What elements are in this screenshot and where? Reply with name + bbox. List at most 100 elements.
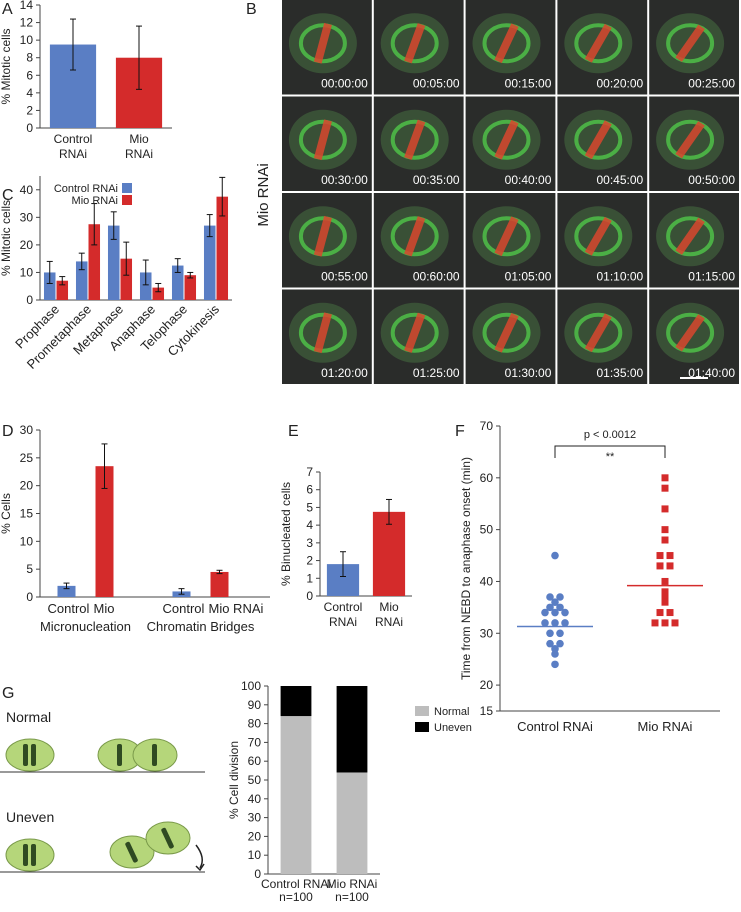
bar-label: Control	[48, 601, 90, 616]
category-note: n=100	[335, 890, 369, 904]
y-tick-label: 60	[248, 754, 262, 768]
x-tick-label: Control RNAi	[54, 132, 93, 161]
point	[656, 562, 664, 570]
spindle	[574, 312, 623, 353]
timestamp: 01:40:00	[688, 366, 735, 380]
point	[661, 474, 669, 482]
y-tick-label: 1	[306, 571, 313, 585]
spindle	[298, 119, 347, 160]
error-bar	[63, 582, 70, 590]
chromosomes	[313, 22, 332, 64]
chromosomes	[404, 23, 426, 64]
point	[546, 639, 554, 648]
point	[656, 609, 664, 617]
error-bar	[155, 282, 162, 293]
x-tick-label: Mio RNAi	[327, 877, 378, 891]
chromosomes	[313, 312, 332, 354]
y-tick-label: 10	[248, 848, 262, 862]
spindle	[390, 216, 439, 257]
chromosomes	[313, 215, 332, 257]
point	[661, 536, 669, 544]
panel-label: F	[455, 423, 465, 440]
point	[551, 551, 559, 560]
x-tick-label: Mio RNAi	[375, 600, 403, 629]
chromosomes	[494, 119, 519, 160]
micrograph: 00:20:00	[557, 0, 648, 95]
micrograph: 01:20:00	[282, 289, 372, 384]
timestamp: 00:05:00	[413, 77, 460, 91]
point	[551, 608, 559, 617]
error-bar	[136, 25, 142, 90]
micrograph: 01:35:00	[557, 289, 648, 384]
x-tick-label: Chromatin Bridges	[147, 619, 255, 634]
timestamp: 00:55:00	[321, 270, 368, 284]
timestamp: 00:15:00	[505, 77, 552, 91]
chromosomes	[494, 23, 519, 64]
chromosomes	[584, 23, 612, 63]
y-tick-label: 40	[248, 792, 262, 806]
legend-label: Uneven	[434, 722, 472, 734]
legend-swatch	[415, 706, 429, 716]
bar-label: Mio RNAi	[209, 601, 264, 616]
spindle	[666, 119, 715, 160]
y-tick-label: 0	[306, 589, 313, 603]
point	[541, 608, 549, 617]
micrograph: 00:30:00	[282, 96, 372, 191]
micrograph: 01:25:00	[373, 289, 464, 384]
timestamp: 01:35:00	[596, 366, 643, 380]
error-bar	[174, 258, 181, 273]
chromosomes	[404, 119, 426, 160]
panel-label: C	[2, 187, 14, 204]
y-tick-label: 70	[248, 735, 262, 749]
point	[556, 593, 564, 601]
y-tick-label: 15	[20, 507, 34, 521]
timestamp: 00:45:00	[596, 173, 643, 187]
timestamp: 00:50:00	[688, 173, 735, 187]
panel-label: E	[288, 423, 299, 440]
spindle	[482, 23, 531, 64]
x-tick-label: Control RNAi	[517, 719, 593, 734]
y-tick-label: 40	[20, 183, 34, 197]
diagram-label: Uneven	[6, 809, 54, 825]
y-axis-label: % Binucleated cells	[279, 482, 293, 586]
point	[561, 608, 569, 617]
point	[556, 629, 564, 638]
diagram-label: Normal	[6, 709, 51, 725]
y-tick-label: 4	[26, 86, 33, 100]
micrograph: 00:15:00	[465, 0, 556, 95]
bar	[95, 466, 114, 597]
y-tick-label: 10	[20, 534, 34, 548]
spindle	[574, 216, 623, 257]
y-axis-label: % Cell division	[227, 741, 241, 819]
error-bar	[110, 211, 117, 240]
bar-segment	[336, 772, 368, 874]
point	[546, 593, 554, 601]
micrograph: 00:55:00	[282, 193, 372, 288]
bar	[184, 275, 197, 300]
micrograph: 00:45:00	[557, 96, 648, 191]
y-tick-label: 0	[26, 121, 33, 135]
chromosomes	[494, 216, 519, 257]
point	[661, 577, 669, 585]
chromosomes	[675, 314, 705, 352]
timestamp: 01:30:00	[505, 366, 552, 380]
micrograph: 01:40:00	[649, 289, 739, 384]
y-tick-label: 25	[20, 451, 34, 465]
x-tick-label: Mio RNAi	[638, 719, 693, 734]
y-tick-label: 20	[248, 829, 262, 843]
timestamp: 00:60:00	[413, 270, 460, 284]
timestamp: 00:30:00	[321, 173, 368, 187]
spindle	[390, 119, 439, 160]
y-tick-label: 50	[248, 773, 262, 787]
y-tick-label: 30	[20, 423, 34, 437]
error-bar	[386, 498, 392, 525]
error-bar	[59, 276, 66, 286]
chromosomes	[404, 216, 426, 257]
bar	[152, 287, 165, 300]
bar	[57, 585, 76, 597]
error-bar	[187, 271, 194, 279]
significance: **	[606, 451, 615, 463]
point	[661, 505, 669, 513]
spindle	[482, 119, 531, 160]
point	[656, 552, 664, 560]
